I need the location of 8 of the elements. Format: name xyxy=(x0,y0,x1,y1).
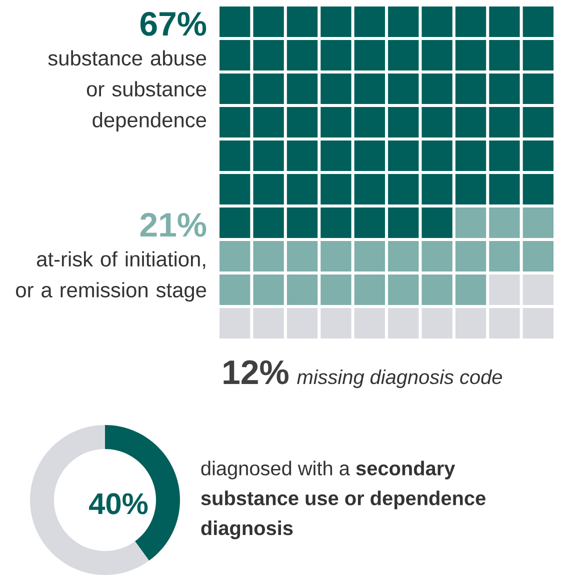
data-label: 12% xyxy=(224,360,288,384)
data-label: 67% xyxy=(140,12,206,36)
category-label: substance abuse or substance dependence xyxy=(48,50,206,132)
data-label: 40% xyxy=(89,493,148,514)
category-label: at-risk of initiation, or a remission stage xyxy=(16,251,206,302)
data-label: 21% xyxy=(140,212,206,237)
slice-label: diagnosed with a secondary substance use or dependence diagnosis xyxy=(201,460,486,540)
category-label: missing diagnosis code xyxy=(297,370,502,388)
